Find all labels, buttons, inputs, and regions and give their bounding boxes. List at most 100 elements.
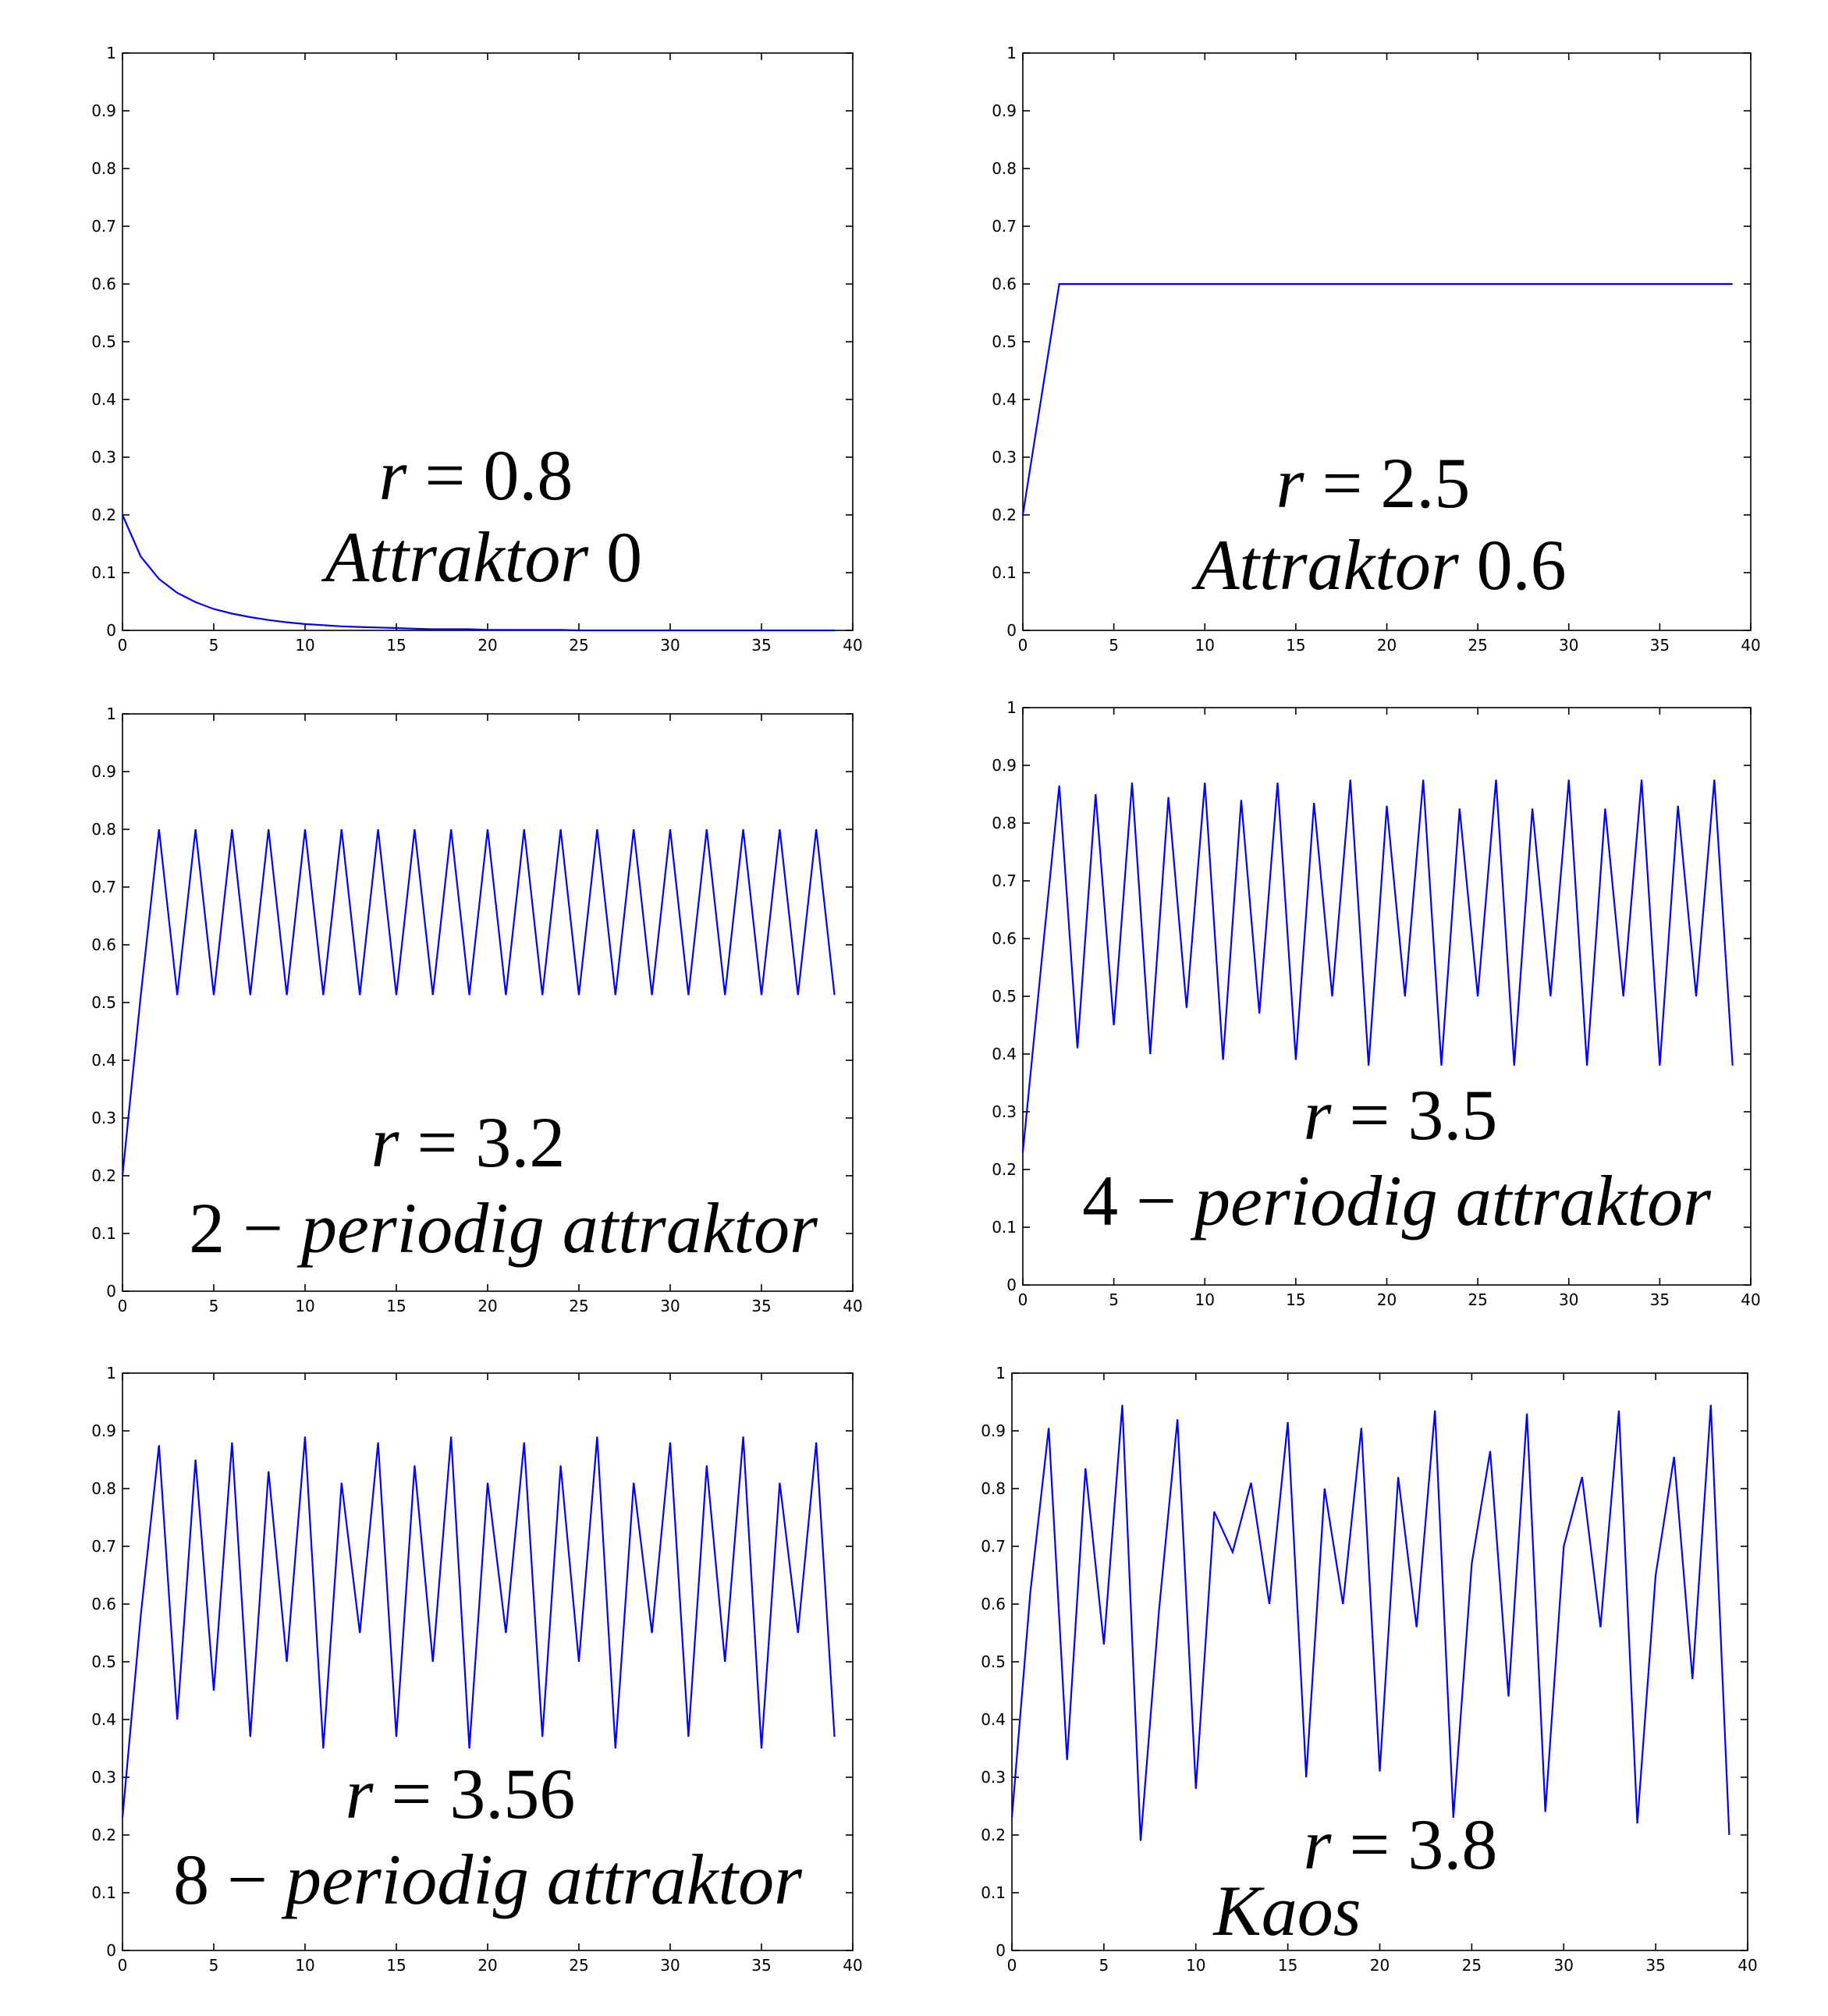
y-tick-label: 0.1: [992, 563, 1017, 582]
x-tick-label: 40: [843, 1956, 862, 1975]
x-tick-label: 35: [1645, 1956, 1665, 1975]
y-tick-label: 0.4: [992, 390, 1017, 409]
x-tick-label: 5: [1099, 1956, 1109, 1975]
y-tick-label: 0.3: [981, 1768, 1006, 1787]
x-tick-label: 0: [118, 1956, 128, 1975]
x-tick-label: 15: [386, 636, 406, 655]
y-tick-label: 0: [1006, 1276, 1017, 1294]
y-tick-label: 0.2: [992, 506, 1017, 524]
y-tick-label: 0.2: [992, 1160, 1017, 1179]
y-tick-label: 0.7: [981, 1537, 1006, 1556]
y-tick-label: 1: [1006, 698, 1017, 717]
x-tick-label: 15: [386, 1297, 406, 1315]
x-tick-label: 20: [477, 636, 497, 655]
series-line: [1010, 1404, 1730, 1841]
y-tick-label: 0.5: [91, 993, 116, 1012]
y-tick-label: 1: [106, 1364, 116, 1382]
y-tick-label: 0.6: [981, 1595, 1006, 1613]
x-tick-label: 20: [1377, 636, 1397, 655]
y-tick-label: 0.7: [91, 217, 116, 236]
annotation-parameter: r = 2.5: [1276, 443, 1471, 523]
annotation-parameter: r = 3.8: [1304, 1805, 1498, 1884]
x-tick-label: 25: [569, 1956, 588, 1975]
x-tick-label: 40: [1741, 636, 1760, 655]
x-tick-label: 10: [1186, 1956, 1205, 1975]
chart-panel-3: 0 5 10 15 20 25 30 35 40 0 0.1 0.2 0.3 0.4 0.5 0.6 0.7 0.…: [91, 705, 863, 1315]
y-tick-label: 0.6: [992, 929, 1017, 948]
x-tick-label: 5: [209, 636, 219, 655]
x-tick-label: 20: [477, 1956, 497, 1975]
y-tick-label: 0.2: [91, 1826, 116, 1844]
x-tick-label: 30: [1559, 636, 1578, 655]
annotation-parameter: r = 3.2: [371, 1102, 566, 1182]
x-tick-label: 5: [209, 1297, 219, 1315]
y-tick-label: 0: [996, 1941, 1006, 1960]
annotation-attractor: Attraktor 0: [321, 517, 642, 597]
y-tick-label: 0.8: [981, 1479, 1006, 1498]
y-tick-label: 0.6: [91, 1595, 116, 1613]
x-tick-label: 35: [1650, 636, 1670, 655]
y-tick-label: 0.6: [91, 935, 116, 954]
y-tick-label: 0.8: [992, 159, 1017, 178]
series-line: [1021, 779, 1734, 1152]
x-tick-label: 0: [1018, 1290, 1028, 1309]
x-tick-label: 30: [660, 1956, 680, 1975]
x-tick-label: 25: [1468, 636, 1487, 655]
y-tick-label: 0.9: [981, 1421, 1006, 1440]
y-tick-label: 0.3: [91, 1768, 116, 1787]
y-tick-label: 0.4: [981, 1710, 1006, 1729]
x-tick-label: 35: [751, 636, 771, 655]
x-tick-label: 25: [1462, 1956, 1482, 1975]
y-tick-label: 0.1: [91, 563, 116, 582]
y-tick-label: 0.9: [91, 1421, 116, 1440]
y-tick-label: 0.4: [91, 390, 116, 409]
y-tick-label: 0.7: [992, 871, 1017, 890]
chart-panel-4: 0 5 10 15 20 25 30 35 40 0 0.1 0.2 0.3 0.4 0.5 0.6 0.7 0.…: [992, 698, 1761, 1309]
y-tick-label: 0.7: [992, 217, 1017, 236]
y-tick-label: 0.4: [91, 1710, 116, 1729]
y-tick-label: 0.9: [992, 756, 1017, 775]
y-tick-label: 0.5: [91, 332, 116, 351]
y-tick-label: 0.8: [91, 1479, 116, 1498]
x-tick-label: 30: [660, 636, 680, 655]
x-tick-label: 10: [1195, 636, 1215, 655]
y-tick-label: 0.7: [91, 1537, 116, 1556]
y-tick-label: 0.3: [91, 1109, 116, 1127]
y-tick-label: 0.7: [91, 878, 116, 896]
x-tick-label: 10: [295, 636, 314, 655]
chart-panel-2: 0 5 10 15 20 25 30 35 40 0 0.1 0.2 0.3 0.4 0.5 0.6 0.7 0.…: [992, 44, 1761, 655]
x-tick-label: 25: [1468, 1290, 1487, 1309]
y-tick-label: 0.6: [91, 275, 116, 293]
y-tick-label: 0.5: [91, 1652, 116, 1671]
y-tick-label: 0.5: [981, 1652, 1006, 1671]
series-line: [121, 514, 835, 632]
y-tick-label: 0.2: [91, 506, 116, 524]
y-tick-label: 0.5: [992, 987, 1017, 1006]
x-tick-label: 30: [660, 1297, 680, 1315]
y-tick-label: 0.9: [992, 101, 1017, 120]
y-tick-label: 0.4: [992, 1045, 1017, 1063]
x-tick-label: 0: [1007, 1956, 1017, 1975]
y-tick-label: 0.6: [992, 275, 1017, 293]
y-tick-label: 0.1: [992, 1218, 1017, 1237]
chart-panel-6: 0 5 10 15 20 25 30 35 40 0 0.1 0.2 0.3 0.4 0.5 0.6 0.7 0.…: [981, 1364, 1758, 1975]
y-tick-label: 0.5: [992, 332, 1017, 351]
x-tick-label: 30: [1554, 1956, 1574, 1975]
annotation-parameter: r = 0.8: [379, 435, 573, 515]
y-tick-label: 0: [106, 1282, 116, 1301]
y-tick-label: 0: [1006, 621, 1017, 640]
x-tick-label: 35: [751, 1956, 771, 1975]
y-tick-label: 0.3: [992, 448, 1017, 467]
x-tick-label: 20: [1377, 1290, 1397, 1309]
x-tick-label: 40: [843, 1297, 862, 1315]
chart-panel-1: 0 5 10 15 20 25 30 35 40 0 0.1 0.2 0.3 0.4 0.5 0.6 0.7 0.…: [91, 44, 863, 655]
y-tick-label: 1: [106, 705, 116, 723]
y-tick-label: 0.8: [992, 814, 1017, 832]
x-tick-label: 15: [1286, 1290, 1305, 1309]
x-tick-label: 15: [1286, 636, 1305, 655]
annotation-parameter: r = 3.56: [346, 1754, 576, 1833]
x-tick-label: 40: [1741, 1290, 1760, 1309]
x-tick-label: 15: [1278, 1956, 1297, 1975]
y-tick-label: 0.2: [91, 1166, 116, 1185]
y-tick-label: 0.2: [981, 1826, 1006, 1844]
